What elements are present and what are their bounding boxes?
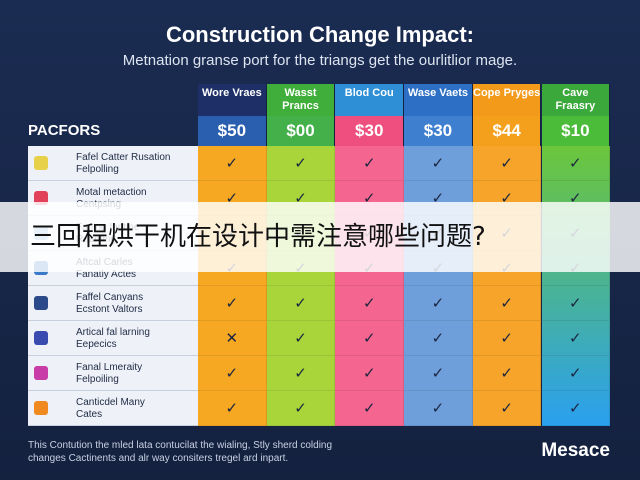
row-icon [34, 156, 48, 170]
column-header: Cope Pryges [472, 84, 542, 116]
row-label-line: Fanal Lmeraity [76, 362, 143, 373]
column-fill [472, 146, 542, 426]
cell-mark: ✓ [541, 356, 611, 391]
cell-mark: ✓ [335, 321, 405, 356]
title: Construction Change Impact: [165, 22, 474, 47]
row-icon [34, 296, 48, 310]
row-label-line: Motal metaction [76, 187, 147, 198]
cell-mark: ✓ [472, 146, 542, 181]
column-price: $10 [541, 116, 611, 146]
cell-mark: ✓ [198, 391, 267, 426]
row-icon [34, 331, 48, 345]
row-label-line: Cates [76, 409, 103, 420]
corner-label: PACFORS [28, 122, 101, 139]
row-label-line: Fafel Catter Rusation [76, 152, 171, 163]
row-label-line: Canticdel Many [76, 397, 145, 408]
row-label: Canticdel Many Cates [28, 391, 198, 426]
row-label-line: Fanatly Actes [76, 269, 137, 280]
cell-mark: ✓ [404, 321, 473, 356]
cell-mark: ✓ [541, 321, 611, 356]
row-label-line: Eepecics [76, 339, 117, 350]
column-fill [198, 146, 267, 426]
column-price: $44 [472, 116, 542, 146]
cell-mark: ✓ [335, 146, 405, 181]
row-label-line: Felpolling [76, 164, 119, 175]
cell-mark: ✓ [472, 286, 542, 321]
row-label-line: Felpoiling [76, 374, 119, 385]
column-price: $50 [198, 116, 267, 146]
row-icon [34, 401, 48, 415]
banner: 三回程烘干机在设计中需注意哪些问题? [0, 202, 640, 272]
row-label: Faffel Canyans Ecstont Valtors [28, 286, 198, 321]
cell-mark: ✕ [198, 321, 267, 356]
footer-text: This Contution the mled lata contucilat … [28, 440, 333, 451]
cell-mark: ✓ [266, 286, 336, 321]
column-fill [335, 146, 405, 426]
cell-mark: ✓ [541, 286, 611, 321]
logo: Mesace [541, 440, 610, 461]
column-fill [541, 146, 611, 426]
row-label-line: Artical fal larning [76, 327, 150, 338]
column-price: $30 [404, 116, 473, 146]
cell-mark: ✓ [335, 286, 405, 321]
cell-mark: ✓ [404, 286, 473, 321]
subtitle: Metnation granse port for the triangs ge… [122, 52, 518, 69]
cell-mark: ✓ [266, 391, 336, 426]
column-fill [404, 146, 473, 426]
cell-mark: ✓ [198, 146, 267, 181]
row-label: Artical fal larning Eepecics [28, 321, 198, 356]
cell-mark: ✓ [198, 286, 267, 321]
cell-mark: ✓ [541, 146, 611, 181]
cell-mark: ✓ [335, 356, 405, 391]
column-price: $30 [335, 116, 405, 146]
cell-mark: ✓ [404, 391, 473, 426]
row-label-line: Ecstont Valtors [76, 304, 143, 315]
row-icon [34, 191, 48, 205]
column-header: Wore Vraes [198, 84, 267, 116]
row-label-line: Faffel Canyans [76, 292, 144, 303]
column-fill [266, 146, 336, 426]
cell-mark: ✓ [335, 391, 405, 426]
row-label: Fafel Catter Rusation Felpolling [28, 146, 198, 181]
cell-mark: ✓ [472, 356, 542, 391]
column-header: Blod Cou [335, 84, 405, 116]
row-label: Fanal Lmeraity Felpoiling [28, 356, 198, 391]
footer-text: changes Cactinents and alr way consiters… [28, 453, 289, 464]
cell-mark: ✓ [266, 321, 336, 356]
column-header: Wasst Prancs [266, 84, 336, 116]
cell-mark: ✓ [472, 321, 542, 356]
cell-mark: ✓ [541, 391, 611, 426]
cell-mark: ✓ [266, 146, 336, 181]
column-header: Wase Vaets [404, 84, 473, 116]
cell-mark: ✓ [404, 146, 473, 181]
cell-mark: ✓ [198, 356, 267, 391]
cell-mark: ✓ [404, 356, 473, 391]
column-header: Cave Fraasry [541, 84, 611, 116]
cell-mark: ✓ [472, 391, 542, 426]
cell-mark: ✓ [266, 356, 336, 391]
row-icon [34, 366, 48, 380]
column-price: $00 [266, 116, 336, 146]
